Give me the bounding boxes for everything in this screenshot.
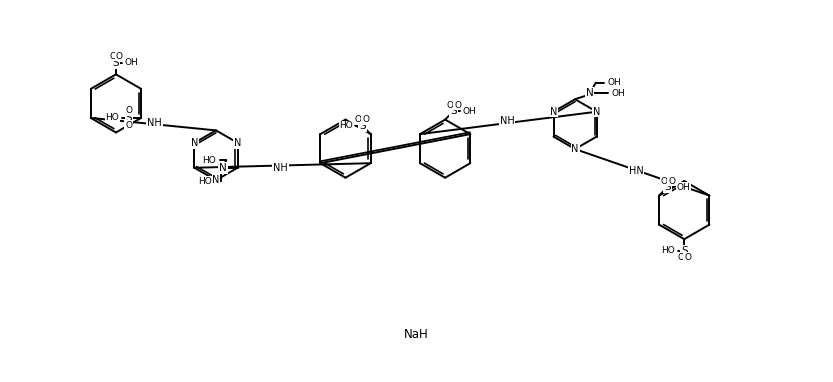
Text: N: N <box>219 163 227 173</box>
Text: O: O <box>661 176 667 186</box>
Text: HO: HO <box>105 113 119 123</box>
Text: OH: OH <box>677 183 691 192</box>
Text: S: S <box>359 121 366 131</box>
Text: O: O <box>684 253 691 262</box>
Text: NH: NH <box>273 163 288 173</box>
Text: N: N <box>550 107 557 117</box>
Text: OH: OH <box>125 58 138 67</box>
Text: N: N <box>571 144 579 154</box>
Text: OH: OH <box>607 78 621 87</box>
Text: O: O <box>109 52 116 61</box>
Text: S: S <box>125 113 132 123</box>
Text: O: O <box>677 253 685 262</box>
Text: NaH: NaH <box>404 328 429 341</box>
Text: HO: HO <box>661 246 675 255</box>
Text: O: O <box>125 121 132 130</box>
Text: OH: OH <box>463 107 476 116</box>
Text: OH: OH <box>611 89 625 97</box>
Text: O: O <box>116 52 122 61</box>
Text: NH: NH <box>500 116 515 126</box>
Text: NH: NH <box>147 118 162 128</box>
Text: N: N <box>593 107 601 117</box>
Text: O: O <box>454 100 461 110</box>
Text: N: N <box>191 138 198 148</box>
Text: O: O <box>355 115 362 124</box>
Text: HO: HO <box>202 156 216 165</box>
Text: O: O <box>446 100 454 110</box>
Text: HN: HN <box>629 166 643 176</box>
Text: S: S <box>112 58 119 68</box>
Text: N: N <box>234 138 242 148</box>
Text: N: N <box>586 88 593 98</box>
Text: O: O <box>125 106 132 115</box>
Text: S: S <box>664 182 671 192</box>
Text: S: S <box>681 246 687 256</box>
Text: HO: HO <box>197 176 212 186</box>
Text: O: O <box>362 115 369 124</box>
Text: O: O <box>668 176 675 186</box>
Text: N: N <box>212 175 220 185</box>
Text: S: S <box>450 106 456 116</box>
Text: HO: HO <box>340 121 353 130</box>
